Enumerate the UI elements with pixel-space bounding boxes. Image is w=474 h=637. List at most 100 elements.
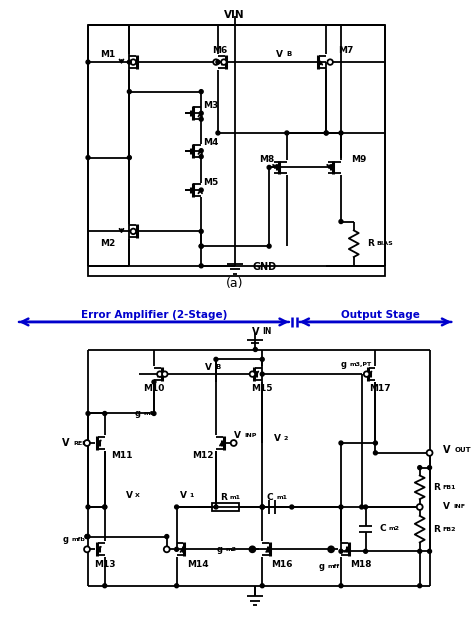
Circle shape xyxy=(364,505,367,509)
Circle shape xyxy=(290,505,294,509)
Circle shape xyxy=(128,155,131,159)
Circle shape xyxy=(418,549,422,554)
Text: M2: M2 xyxy=(100,239,115,248)
Circle shape xyxy=(84,440,90,446)
Text: m1: m1 xyxy=(276,495,287,499)
Circle shape xyxy=(418,466,422,469)
Circle shape xyxy=(165,534,169,538)
Circle shape xyxy=(103,583,107,588)
Circle shape xyxy=(164,547,170,552)
Circle shape xyxy=(260,505,264,509)
Circle shape xyxy=(250,547,255,551)
Circle shape xyxy=(199,90,203,94)
Circle shape xyxy=(285,131,289,135)
Circle shape xyxy=(86,412,90,415)
Text: X: X xyxy=(135,492,140,497)
Text: M16: M16 xyxy=(271,559,292,569)
Circle shape xyxy=(360,505,364,509)
Text: B: B xyxy=(215,364,220,370)
Circle shape xyxy=(130,229,136,234)
Circle shape xyxy=(364,549,367,554)
Text: V: V xyxy=(443,445,450,455)
Circle shape xyxy=(339,131,343,135)
Text: V: V xyxy=(180,490,187,499)
Circle shape xyxy=(86,534,90,538)
Circle shape xyxy=(260,372,264,376)
Circle shape xyxy=(199,244,203,248)
Circle shape xyxy=(267,244,271,248)
Text: V: V xyxy=(276,50,283,59)
Text: mff: mff xyxy=(327,564,339,569)
Circle shape xyxy=(374,441,377,445)
Text: B: B xyxy=(287,51,292,57)
Circle shape xyxy=(221,59,227,65)
Circle shape xyxy=(174,583,179,588)
Text: INF: INF xyxy=(453,505,465,510)
Circle shape xyxy=(260,505,264,509)
Text: m2: m2 xyxy=(388,526,399,531)
Text: M17: M17 xyxy=(370,384,391,394)
Text: M11: M11 xyxy=(111,451,132,461)
Text: GND: GND xyxy=(252,262,276,272)
Circle shape xyxy=(199,155,203,159)
Text: V: V xyxy=(234,431,241,440)
Text: Error Amplifier (2-Stage): Error Amplifier (2-Stage) xyxy=(81,310,227,320)
Circle shape xyxy=(324,131,328,135)
Circle shape xyxy=(199,244,203,248)
Text: V: V xyxy=(252,327,259,337)
Circle shape xyxy=(324,131,328,135)
Circle shape xyxy=(260,505,264,509)
Circle shape xyxy=(428,466,431,469)
Circle shape xyxy=(364,371,369,377)
Text: M9: M9 xyxy=(351,155,366,164)
Text: M14: M14 xyxy=(187,559,209,569)
Circle shape xyxy=(260,583,264,588)
Text: m3,PT: m3,PT xyxy=(350,362,372,367)
Circle shape xyxy=(231,440,237,446)
Text: V: V xyxy=(62,438,69,448)
Circle shape xyxy=(339,549,343,554)
Text: M4: M4 xyxy=(203,138,219,147)
Text: C: C xyxy=(267,492,273,502)
Bar xyxy=(212,503,239,511)
Circle shape xyxy=(85,534,89,538)
Circle shape xyxy=(199,264,203,268)
Text: M6: M6 xyxy=(212,46,228,55)
Text: V: V xyxy=(443,503,450,512)
Circle shape xyxy=(214,357,218,361)
Text: m1: m1 xyxy=(143,411,154,416)
Text: g: g xyxy=(217,545,223,554)
Circle shape xyxy=(267,166,271,169)
Text: M3: M3 xyxy=(203,101,219,110)
Circle shape xyxy=(213,59,219,65)
Text: REF: REF xyxy=(73,441,87,445)
Circle shape xyxy=(339,505,343,509)
Text: IN: IN xyxy=(262,327,272,336)
Bar xyxy=(88,25,385,276)
Text: (a): (a) xyxy=(226,277,244,290)
Text: INP: INP xyxy=(245,433,257,438)
Circle shape xyxy=(199,148,203,153)
Circle shape xyxy=(428,549,431,554)
Circle shape xyxy=(130,59,136,65)
Text: R: R xyxy=(367,239,374,248)
Circle shape xyxy=(157,371,163,377)
Text: R: R xyxy=(433,525,440,534)
Circle shape xyxy=(103,412,107,415)
Circle shape xyxy=(128,60,131,64)
Text: R: R xyxy=(433,483,440,492)
Circle shape xyxy=(339,220,343,224)
Circle shape xyxy=(199,229,203,233)
Text: FB2: FB2 xyxy=(442,527,456,532)
Text: M5: M5 xyxy=(203,178,219,187)
Circle shape xyxy=(85,534,89,538)
Text: M10: M10 xyxy=(143,384,164,394)
Text: OUT: OUT xyxy=(454,447,471,453)
Circle shape xyxy=(86,60,90,64)
Circle shape xyxy=(86,505,90,509)
Circle shape xyxy=(174,505,179,509)
Circle shape xyxy=(339,441,343,445)
Text: M7: M7 xyxy=(338,46,354,55)
Circle shape xyxy=(199,111,203,115)
Circle shape xyxy=(216,60,220,64)
